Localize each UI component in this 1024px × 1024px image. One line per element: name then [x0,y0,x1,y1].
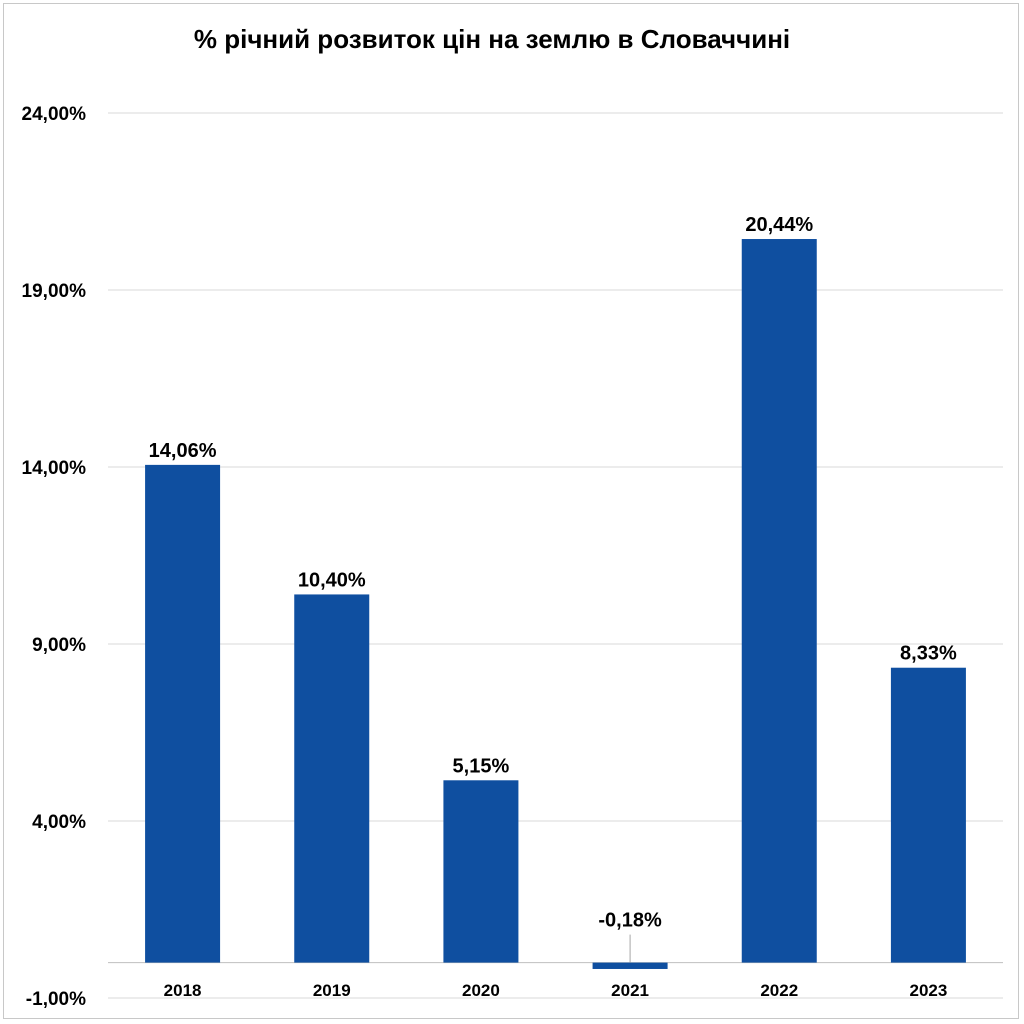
y-tick-label: 24,00% [22,104,87,125]
bar-2021 [592,962,668,969]
bar-2020 [443,780,519,963]
bar-2019 [294,594,370,963]
y-tick-label: -1,00% [26,989,86,1010]
bar-2023 [890,667,966,963]
y-tick-label: 19,00% [22,281,87,302]
chart-frame [3,3,1019,1019]
y-axis-ticks: -1,00% 4,00% 9,00% 14,00% 19,00% 24,00% [22,104,87,1010]
y-tick-label: 9,00% [32,635,86,656]
x-tick-label: 2020 [462,981,500,1000]
x-tick-label: 2023 [910,981,948,1000]
bar-2022 [741,239,817,963]
y-tick-label: 4,00% [32,812,86,833]
x-tick-label: 2022 [760,981,798,1000]
data-label: 10,40% [298,569,366,591]
y-tick-label: 14,00% [22,458,87,479]
data-label: 20,44% [745,214,813,236]
data-labels: 14,06% 10,40% 5,15% -0,18% 20,44% 8,33% [149,214,957,963]
data-label: 5,15% [453,755,510,777]
x-tick-label: 2021 [611,981,649,1000]
gridlines [108,112,1003,999]
x-axis-ticks: 2018 2019 2020 2021 2022 2023 [164,981,948,1000]
data-label: 14,06% [149,440,217,462]
bar-2018 [145,464,221,963]
bars [145,239,966,969]
chart-title: % річний розвиток цін на землю в Словачч… [194,24,790,54]
x-tick-label: 2018 [164,981,202,1000]
data-label: 8,33% [900,643,957,665]
data-label: -0,18% [598,910,662,932]
x-tick-label: 2019 [313,981,351,1000]
